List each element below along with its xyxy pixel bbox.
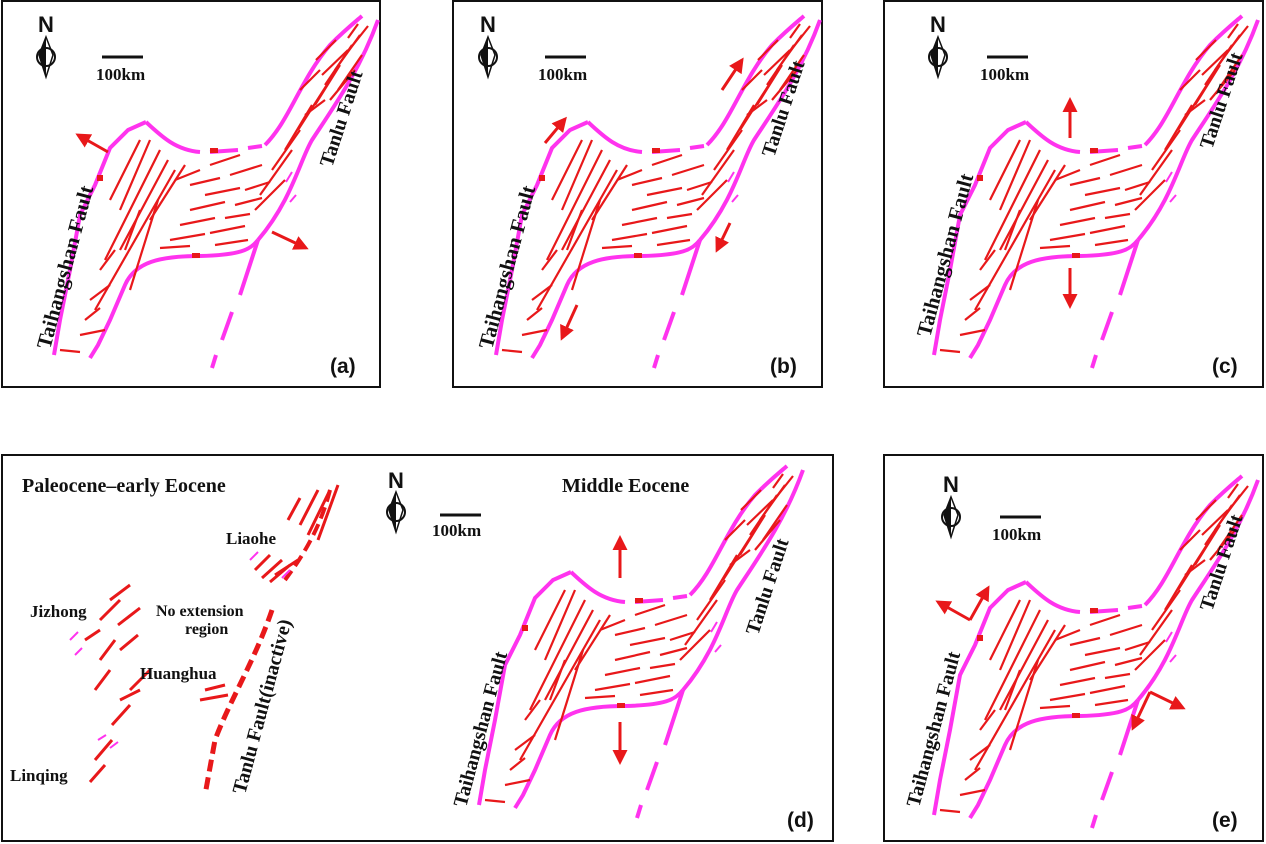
panel-tag: (e) [1212, 809, 1238, 832]
north-arrow-icon [478, 36, 498, 78]
panel-b: N 100km Taihangshan Fault Tanlu Fault (b… [474, 12, 822, 378]
panel-e-frame [883, 454, 1264, 842]
north-label: N [943, 472, 959, 497]
panel-c-frame [883, 0, 1264, 388]
north-arrow-icon [928, 36, 948, 78]
north-label: N [480, 12, 496, 37]
scale-label: 100km [96, 65, 145, 84]
basin-label-linqing: Linqing [10, 766, 68, 785]
north-label: N [930, 12, 946, 37]
panel-e: N 100km Taihangshan Fault Tanlu Fault (e… [903, 472, 1260, 832]
north-arrow-icon [941, 496, 961, 538]
scale-label: 100km [538, 65, 587, 84]
north-arrow-icon [386, 491, 406, 533]
panel-tag: (c) [1212, 355, 1238, 378]
panel-b-frame [452, 0, 823, 388]
east-fault-label: Tanlu Fault [316, 67, 368, 169]
panel-d-frame [1, 454, 834, 842]
basin-label-huanghua: Huanghua [140, 664, 217, 683]
west-fault-label: Taihangshan Fault [912, 171, 979, 339]
panel-tag: (a) [330, 355, 356, 378]
basin-label-jizhong: Jizhong [30, 602, 87, 621]
scale-label: 100km [992, 525, 1041, 544]
panel-c: N 100km Taihangshan Fault Tanlu Fault (c… [912, 12, 1260, 378]
middle-eocene-title: Middle Eocene [562, 475, 689, 497]
panel-tag: (d) [787, 809, 814, 832]
inactive-fault-label: Tanlu Fault(inactive) [229, 617, 297, 796]
west-fault-label: Taihangshan Fault [903, 649, 966, 809]
west-fault-label: Taihangshan Fault [474, 183, 541, 351]
north-arrow-icon [36, 36, 56, 78]
north-label: N [38, 12, 54, 37]
no-extension-line2: region [185, 621, 228, 638]
scale-label: 100km [980, 65, 1029, 84]
panel-tag: (b) [770, 355, 797, 378]
scale-label: 100km [432, 521, 481, 540]
inactive-tanlu-line [202, 609, 275, 796]
east-fault-label: Tanlu Fault [1196, 511, 1248, 613]
paleocene-title: Paleocene–early Eocene [22, 475, 226, 497]
north-label: N [388, 468, 404, 493]
no-extension-line1: No extension [156, 603, 244, 620]
west-fault-label: Taihangshan Fault [32, 183, 99, 351]
paleocene-faults [84, 484, 340, 783]
basin-label-liaohe: Liaohe [226, 529, 277, 548]
panel-a-frame [1, 0, 381, 388]
panel-d: Paleocene–early Eocene Middle Eocene N 1… [10, 464, 814, 832]
panel-a: N 100km Taihangshan Fault Tanlu Fault (a… [32, 12, 380, 378]
